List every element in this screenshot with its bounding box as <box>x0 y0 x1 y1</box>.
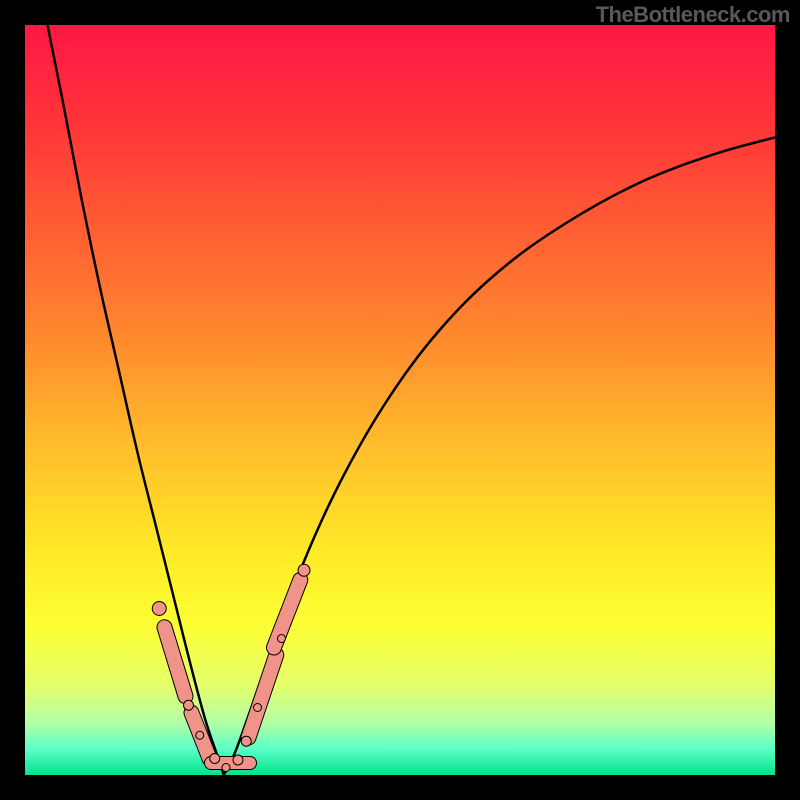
marker-dot <box>222 764 230 772</box>
marker-dot <box>254 704 262 712</box>
marker-dot <box>241 736 251 746</box>
marker-dot <box>210 754 220 764</box>
marker-dot <box>278 635 286 643</box>
marker-dot <box>152 602 166 616</box>
marker-dot <box>184 700 194 710</box>
marker-dot <box>298 564 310 576</box>
attribution-watermark: TheBottleneck.com <box>596 2 790 28</box>
chart-canvas: TheBottleneck.com <box>0 0 800 800</box>
marker-dot <box>196 731 204 739</box>
marker-dot <box>233 755 243 765</box>
chart-svg <box>0 0 800 800</box>
gradient-panel <box>25 25 775 775</box>
